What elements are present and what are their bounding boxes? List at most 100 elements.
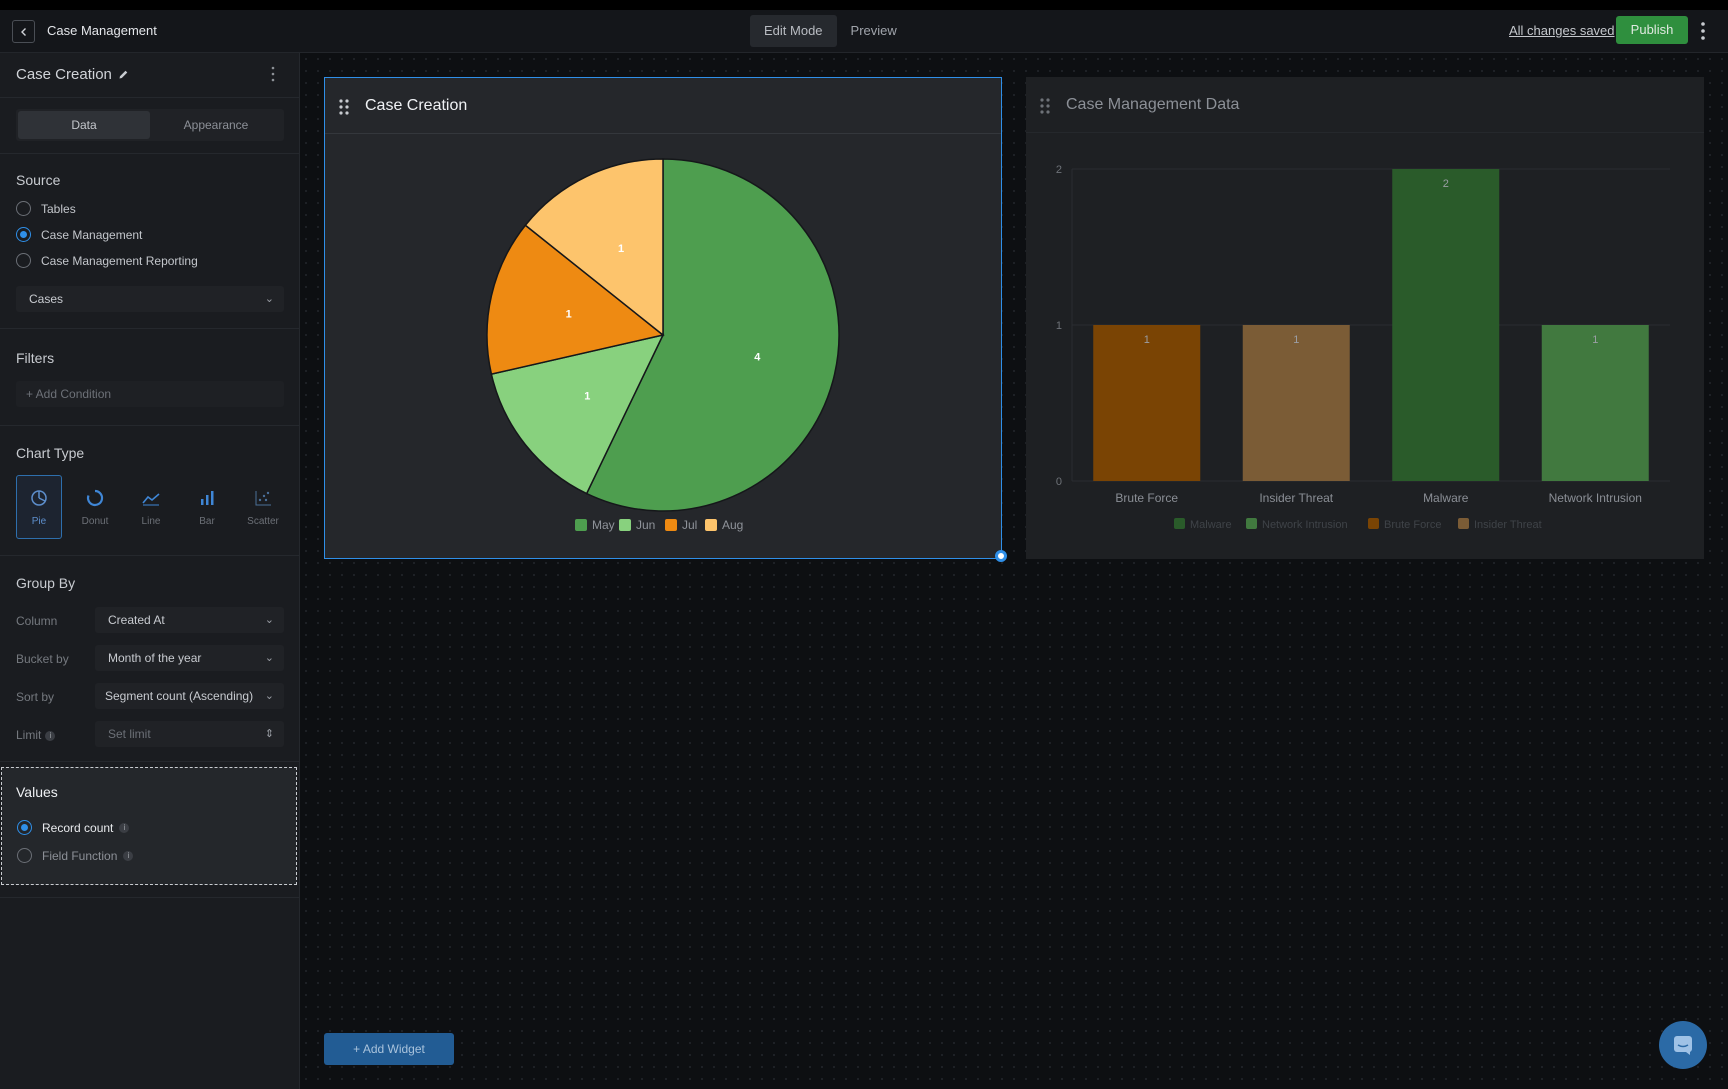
bar <box>1541 325 1649 481</box>
bar-value-label: 1 <box>1293 334 1299 346</box>
slice-label: 1 <box>618 243 624 255</box>
bar <box>1242 325 1350 481</box>
pie-chart-icon <box>31 489 47 506</box>
radio-button[interactable] <box>17 820 32 835</box>
chart-type-label: Pie <box>31 515 47 527</box>
more-options-icon[interactable] <box>1696 19 1710 43</box>
radio-label: Case Management Reporting <box>41 253 198 268</box>
widget-header: Case Management Data <box>1026 77 1704 133</box>
legend-label: Insider Threat <box>1474 519 1542 531</box>
widget-menu-icon[interactable] <box>268 65 278 83</box>
legend-swatch <box>705 519 717 531</box>
x-tick-label: Insider Threat <box>1259 491 1333 505</box>
saved-status-link[interactable]: All changes saved <box>1509 23 1615 38</box>
values-option-field-function[interactable]: Field Function i <box>17 848 134 863</box>
bucket-by-select-value: Month of the year <box>108 651 202 665</box>
bar-value-label: 2 <box>1443 178 1449 190</box>
chat-button[interactable] <box>1659 1021 1707 1069</box>
bar-chart: 0 1 2 1 Brute Force 1 Insider Threat 2 Malware 1 N… <box>1056 164 1670 531</box>
divider <box>0 328 300 329</box>
x-tick-label: Malware <box>1423 491 1469 505</box>
values-section: Values Record count i Field Function i <box>1 767 297 885</box>
chart-type-scatter[interactable]: Scatter <box>240 475 286 539</box>
widget-name[interactable]: Case Creation <box>16 66 129 83</box>
info-icon[interactable]: i <box>119 822 130 833</box>
stepper-icon[interactable]: ⇕ <box>264 728 274 740</box>
pencil-icon[interactable] <box>118 69 129 80</box>
bucket-by-label: Bucket by <box>16 652 69 666</box>
legend-swatch <box>1368 518 1379 529</box>
info-icon[interactable]: i <box>45 730 56 741</box>
chart-type-bar[interactable]: Bar <box>184 475 230 539</box>
slice-label: 4 <box>754 352 761 364</box>
values-option-record-count[interactable]: Record count i <box>17 820 130 835</box>
radio-label: Field Function <box>42 848 118 863</box>
chevron-left-icon <box>20 27 26 36</box>
edit-mode-button[interactable]: Edit Mode <box>750 15 837 47</box>
chart-type-pie[interactable]: Pie <box>16 475 62 539</box>
legend-label: May <box>592 518 615 532</box>
chart-type-heading: Chart Type <box>16 445 85 461</box>
group-by-heading: Group By <box>16 575 76 591</box>
legend-swatch <box>1458 518 1469 529</box>
radio-button[interactable] <box>16 253 31 268</box>
legend-label: Aug <box>722 518 743 532</box>
tab-appearance[interactable]: Appearance <box>183 118 249 132</box>
bar <box>1392 169 1500 481</box>
case-management-data-widget[interactable]: Case Management Data 0 1 2 1 Brute Force 1 Ins… <box>1026 77 1704 559</box>
source-option-case-management-reporting[interactable]: Case Management Reporting <box>16 253 198 268</box>
y-tick-label: 2 <box>1056 164 1062 176</box>
pie-slice <box>524 158 664 337</box>
pie-slice <box>585 158 840 512</box>
table-select[interactable]: Cases ⌄ <box>16 286 284 312</box>
divider <box>0 97 300 98</box>
limit-input[interactable]: Set limit ⇕ <box>95 721 284 747</box>
sort-by-select[interactable]: Segment count (Ascending) ⌄ <box>95 683 284 709</box>
slice-label: 1 <box>566 308 572 320</box>
divider <box>0 761 300 762</box>
chart-type-line[interactable]: Line <box>128 475 174 539</box>
limit-label: Limit i <box>16 728 56 742</box>
publish-button[interactable]: Publish <box>1616 16 1688 44</box>
add-widget-button[interactable]: + Add Widget <box>324 1033 454 1065</box>
legend-label: Jun <box>636 518 655 532</box>
column-label: Column <box>16 614 58 628</box>
chevron-down-icon: ⌄ <box>264 293 274 305</box>
column-select[interactable]: Created At ⌄ <box>95 607 284 633</box>
line-chart-icon <box>142 492 160 505</box>
divider <box>0 153 300 154</box>
radio-button[interactable] <box>17 848 32 863</box>
source-option-case-management[interactable]: Case Management <box>16 227 142 242</box>
info-icon[interactable]: i <box>123 850 134 861</box>
pie-slice <box>490 333 665 495</box>
case-creation-widget[interactable]: Case Creation 4 1 1 1 May Jun Jul Aug <box>324 77 1002 559</box>
resize-handle[interactable] <box>995 550 1007 562</box>
radio-label: Tables <box>41 201 76 216</box>
drag-handle-icon[interactable] <box>338 98 350 116</box>
x-tick-label: Brute Force <box>1115 491 1178 505</box>
config-sidebar: Case Creation Data Appearance Source Tab… <box>0 53 300 1089</box>
chart-type-donut[interactable]: Donut <box>72 475 118 539</box>
y-tick-label: 1 <box>1056 320 1062 332</box>
add-condition-button[interactable]: + Add Condition <box>16 381 284 407</box>
drag-handle-icon[interactable] <box>1039 97 1051 115</box>
limit-placeholder: Set limit <box>108 727 151 741</box>
preview-button[interactable]: Preview <box>850 23 897 38</box>
legend-swatch <box>575 519 587 531</box>
bucket-by-select[interactable]: Month of the year ⌄ <box>95 645 284 671</box>
slice-label: 1 <box>584 390 590 402</box>
tab-data[interactable]: Data <box>18 111 150 139</box>
radio-button[interactable] <box>16 201 31 216</box>
radio-button[interactable] <box>16 227 31 242</box>
divider <box>0 425 300 426</box>
y-tick-label: 0 <box>1056 476 1062 488</box>
back-button[interactable] <box>12 20 35 43</box>
radio-label: Record count <box>42 820 114 835</box>
chevron-down-icon: ⌄ <box>264 690 274 702</box>
legend-swatch <box>1246 518 1257 529</box>
app-title: Case Management <box>47 23 157 38</box>
limit-label-text: Limit <box>16 728 42 742</box>
widget-name-label: Case Creation <box>16 66 112 83</box>
chat-icon <box>1674 1036 1692 1055</box>
source-option-tables[interactable]: Tables <box>16 201 76 216</box>
